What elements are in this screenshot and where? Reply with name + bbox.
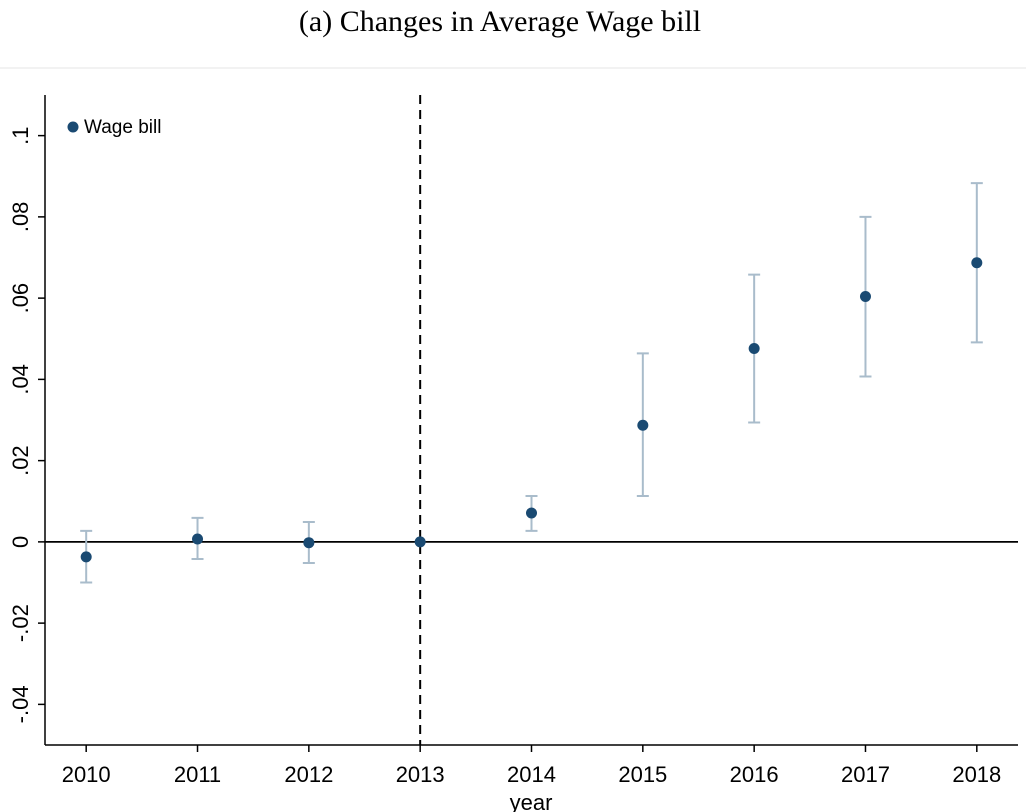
legend-marker: [67, 121, 79, 133]
x-tick-label: 2012: [284, 762, 333, 787]
y-tick-label: .04: [8, 364, 33, 395]
legend-label: Wage bill: [84, 117, 161, 138]
y-tick-label: .02: [8, 445, 33, 476]
point: [303, 537, 315, 549]
x-tick-label: 2016: [730, 762, 779, 787]
point: [414, 536, 426, 548]
x-tick-label: 2018: [952, 762, 1001, 787]
point: [859, 291, 871, 302]
point: [748, 343, 760, 354]
x-tick-label: 2015: [618, 762, 667, 787]
y-tick-label: 0: [8, 536, 33, 548]
y-tick-label: -.04: [8, 685, 33, 723]
y-tick-label: .06: [8, 283, 33, 314]
point: [80, 551, 92, 563]
x-tick-label: 2010: [62, 762, 111, 787]
x-tick-label: 2017: [841, 762, 890, 787]
x-axis-label: year: [510, 790, 553, 812]
point: [637, 419, 649, 431]
y-tick-label: .08: [8, 202, 33, 233]
point: [971, 257, 983, 269]
chart-title: (a) Changes in Average Wage bill: [299, 5, 701, 38]
point: [192, 533, 204, 545]
x-tick-label: 2011: [174, 762, 221, 787]
point: [526, 507, 537, 519]
y-tick-label: .1: [8, 126, 33, 144]
x-tick-label: 2014: [507, 762, 556, 787]
x-tick-label: 2013: [396, 762, 445, 787]
y-tick-label: -.02: [8, 604, 33, 642]
